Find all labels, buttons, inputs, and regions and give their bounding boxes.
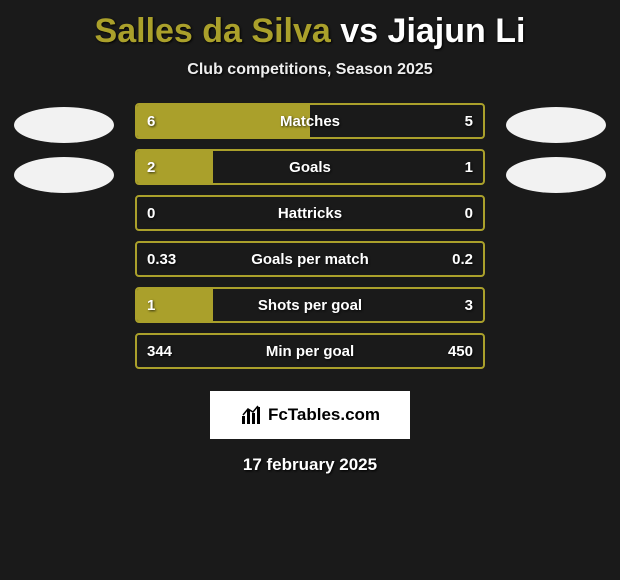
stat-value-right: 0.2 [452,243,473,275]
player1-photos [9,103,119,193]
player1-photo [14,157,114,193]
vs-text: vs [340,12,378,50]
player1-photo [14,107,114,143]
stat-label: Shots per goal [137,289,483,321]
stat-value-right: 450 [448,335,473,367]
stat-row: 0.33 Goals per match 0.2 [135,241,485,277]
stat-row: 0 Hattricks 0 [135,195,485,231]
player2-photo [506,107,606,143]
stat-row: 6 Matches 5 [135,103,485,139]
stat-label: Goals [137,151,483,183]
comparison-content: 6 Matches 5 2 Goals 1 0 Hattricks 0 0.33… [0,103,620,369]
stat-value-right: 3 [465,289,473,321]
player2-name: Jiajun Li [388,12,526,50]
stat-label: Min per goal [137,335,483,367]
stat-row: 1 Shots per goal 3 [135,287,485,323]
stat-row: 2 Goals 1 [135,149,485,185]
player1-name: Salles da Silva [95,12,331,50]
subtitle: Club competitions, Season 2025 [0,61,620,79]
bar-chart-icon [240,404,262,426]
stat-label: Goals per match [137,243,483,275]
stat-row: 344 Min per goal 450 [135,333,485,369]
date-label: 17 february 2025 [0,455,620,475]
stat-value-right: 0 [465,197,473,229]
stat-label: Matches [137,105,483,137]
page-title: Salles da Silva vs Jiajun Li [0,0,620,51]
player2-photo [506,157,606,193]
stat-label: Hattricks [137,197,483,229]
fctables-logo[interactable]: FcTables.com [210,391,410,439]
stat-value-right: 1 [465,151,473,183]
stat-value-right: 5 [465,105,473,137]
player2-photos [501,103,611,193]
logo-text: FcTables.com [268,405,380,425]
stats-list: 6 Matches 5 2 Goals 1 0 Hattricks 0 0.33… [135,103,485,369]
